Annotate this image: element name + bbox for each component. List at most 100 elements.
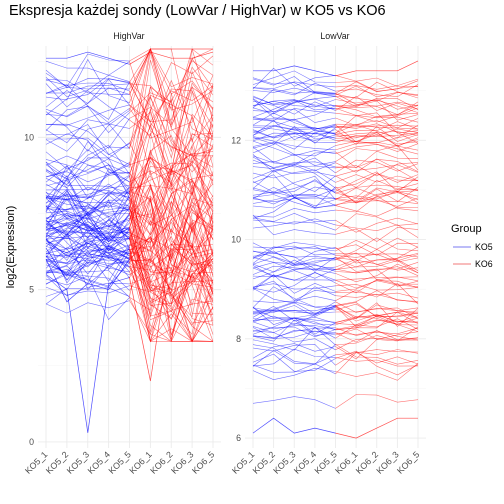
probe-highvar-ko5-line [45, 74, 130, 98]
y-tick-label: 12 [231, 135, 241, 145]
probe-highvar-ko6-line [129, 61, 214, 157]
probe-lowvar-ko6-line [335, 259, 419, 271]
probe-highvar-ko6-line [129, 49, 214, 109]
probe-lowvar-ko6-line [335, 162, 419, 177]
panel-lowvar: LowVar 6 8 10 12 KO5_1KO5_2KO5_3KO5_4KO5_5K… [230, 31, 426, 476]
probe-highvar-ko5-line [45, 246, 130, 268]
probe-highvar-highlight-ko5-line [46, 51, 130, 65]
probe-lowvar-ko6-line [335, 105, 419, 115]
probe-lowvar-ko5-line [252, 242, 336, 250]
probe-highvar-ko6-line [129, 113, 214, 215]
probe-lowvar-ko6-line [335, 186, 419, 204]
panel-highvar-x-ticks: KO5_1KO5_2KO5_3KO5_4KO5_5KO6_1KO6_2KO6_3… [23, 449, 217, 476]
probe-lowvar-ko6-line [335, 320, 419, 330]
probe-highvar-ko5-line [45, 235, 130, 261]
x-tick-label: KO5_3 [65, 449, 92, 476]
probe-lowvar-ko5-line [252, 274, 336, 291]
probe-lowvar-ko6-line [335, 242, 419, 256]
probe-highvar-ko5-line [45, 209, 130, 220]
probe-highvar-ko5-line [45, 189, 130, 198]
probe-lowvar-ko6-line [335, 77, 419, 87]
probe-highvar-ko6-line [129, 135, 214, 229]
probe-highvar-ko6-line [129, 106, 214, 250]
y-tick-label: 8 [236, 334, 241, 344]
probe-highvar-ko6-line [129, 227, 214, 310]
probe-highvar-ko6-line [129, 200, 214, 342]
probe-highvar-ko5-line [45, 232, 130, 251]
probe-lowvar-ko6-line [335, 213, 419, 231]
probe-lowvar-ko6-line [335, 217, 419, 233]
probe-lowvar-ko6-line [335, 92, 419, 102]
probe-highvar-ko5-line [45, 199, 130, 251]
probe-lowvar-ko5-line [252, 265, 336, 278]
probe-lowvar-ko5-line [252, 396, 336, 409]
probe-highvar-ko5-line [45, 78, 130, 116]
probe-lowvar-ko6-line [335, 121, 419, 135]
probe-highvar-ko6-line [129, 48, 214, 175]
probe-highvar-ko5-line [45, 246, 130, 282]
probe-lowvar-ko6-line [335, 158, 419, 182]
probe-highvar-ko5-line [45, 285, 130, 296]
probe-lowvar-ko6-line [335, 276, 419, 282]
probe-highvar-ko5-line [45, 106, 130, 134]
probe-lowvar-ko5-line [252, 96, 336, 113]
x-tick-label: KO6_1 [127, 449, 154, 476]
probe-lowvar-ko5-line [252, 140, 336, 157]
probe-lowvar-ko6-line [335, 284, 419, 291]
x-tick-label: KO5_2 [44, 449, 71, 476]
probe-lowvar-ko5-line [252, 166, 336, 177]
probe-highvar-ko6-line [129, 47, 214, 149]
probe-highvar-highlight-ko5-line [45, 259, 130, 303]
probe-lowvar-ko6-line [335, 158, 419, 172]
probe-lowvar-ko5-line [252, 286, 336, 304]
probe-highvar-ko5-line [45, 251, 130, 288]
probe-lowvar-ko5-line [252, 77, 336, 96]
probe-highvar-ko5-line [45, 193, 130, 239]
probe-highvar-ko6-line [129, 81, 214, 195]
probe-highvar-ko6-line [129, 88, 214, 175]
probe-lowvar-ko5-line [252, 307, 336, 323]
probe-lowvar-ko5-line [252, 194, 336, 205]
probe-lowvar-ko6-line [335, 159, 419, 174]
probe-highvar-ko5-line [45, 202, 130, 226]
probe-lowvar-ko5-line [252, 118, 336, 136]
probe-highvar-ko5-line [45, 79, 130, 92]
probe-highvar-ko6-line [129, 229, 214, 292]
probe-highvar-ko6-line [129, 183, 214, 273]
probe-highvar-ko6-line [129, 60, 214, 113]
probe-lowvar-ko6-line [335, 131, 419, 139]
probe-lowvar-ko5-line [252, 348, 336, 367]
probe-lowvar-ko5-line [252, 344, 336, 365]
probe-highvar-ko5-line [45, 243, 130, 254]
legend: Group KO5 KO6 [451, 223, 493, 269]
probe-lowvar-ko6-line [335, 188, 419, 204]
x-tick-label: KO6_2 [148, 449, 175, 476]
probe-highvar-ko5-line [45, 175, 130, 217]
probe-lowvar-ko6-line [335, 327, 419, 341]
probe-lowvar-ko6-line [335, 96, 419, 111]
probe-highvar-ko5-line [45, 60, 130, 76]
probe-lowvar-ko5-line [252, 245, 336, 264]
probe-lowvar-ko6-line [335, 257, 419, 271]
chart-title: Ekspresja każdej sondy (LowVar / HighVar… [9, 3, 386, 19]
probe-lowvar-ko6-line [335, 174, 419, 183]
probe-lowvar-ko6-line [335, 118, 419, 129]
probe-lowvar-ko5-line [252, 134, 336, 154]
probe-lowvar-ko5-line [252, 286, 336, 308]
probe-lowvar-ko6-line [335, 302, 419, 327]
probe-highvar-ko6-line [129, 248, 214, 343]
x-tick-label: KO6_5 [395, 449, 422, 476]
probe-highvar-ko5-line [45, 124, 130, 165]
probe-lowvar-ko6-line [335, 363, 419, 381]
probe-highvar-ko5-line [45, 164, 130, 189]
probe-highvar-ko6-line [129, 196, 214, 300]
probe-highvar-ko5-line [45, 203, 130, 240]
probe-lowvar-ko6-line [335, 349, 419, 366]
probe-highvar-ko5-line [45, 165, 130, 212]
panel-lowvar-lines [252, 60, 419, 439]
probe-lowvar-ko5-line [252, 180, 336, 194]
probe-lowvar-ko5-line [252, 92, 336, 106]
probe-lowvar-ko6-line [335, 290, 419, 306]
probe-highvar-ko5-line [45, 213, 130, 246]
probe-lowvar-ko6-line [335, 301, 419, 313]
